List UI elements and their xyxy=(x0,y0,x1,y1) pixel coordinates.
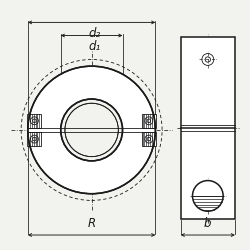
Bar xyxy=(27,114,42,128)
Text: d₂: d₂ xyxy=(88,27,100,40)
Text: d₁: d₁ xyxy=(88,40,100,54)
Bar xyxy=(142,114,156,128)
Text: b: b xyxy=(204,216,212,230)
Circle shape xyxy=(192,180,223,211)
Text: R: R xyxy=(88,216,96,230)
Bar xyxy=(142,132,156,146)
Circle shape xyxy=(28,66,156,194)
Bar xyxy=(180,37,235,219)
Bar xyxy=(27,132,42,146)
Bar xyxy=(180,37,235,219)
Circle shape xyxy=(61,99,122,161)
